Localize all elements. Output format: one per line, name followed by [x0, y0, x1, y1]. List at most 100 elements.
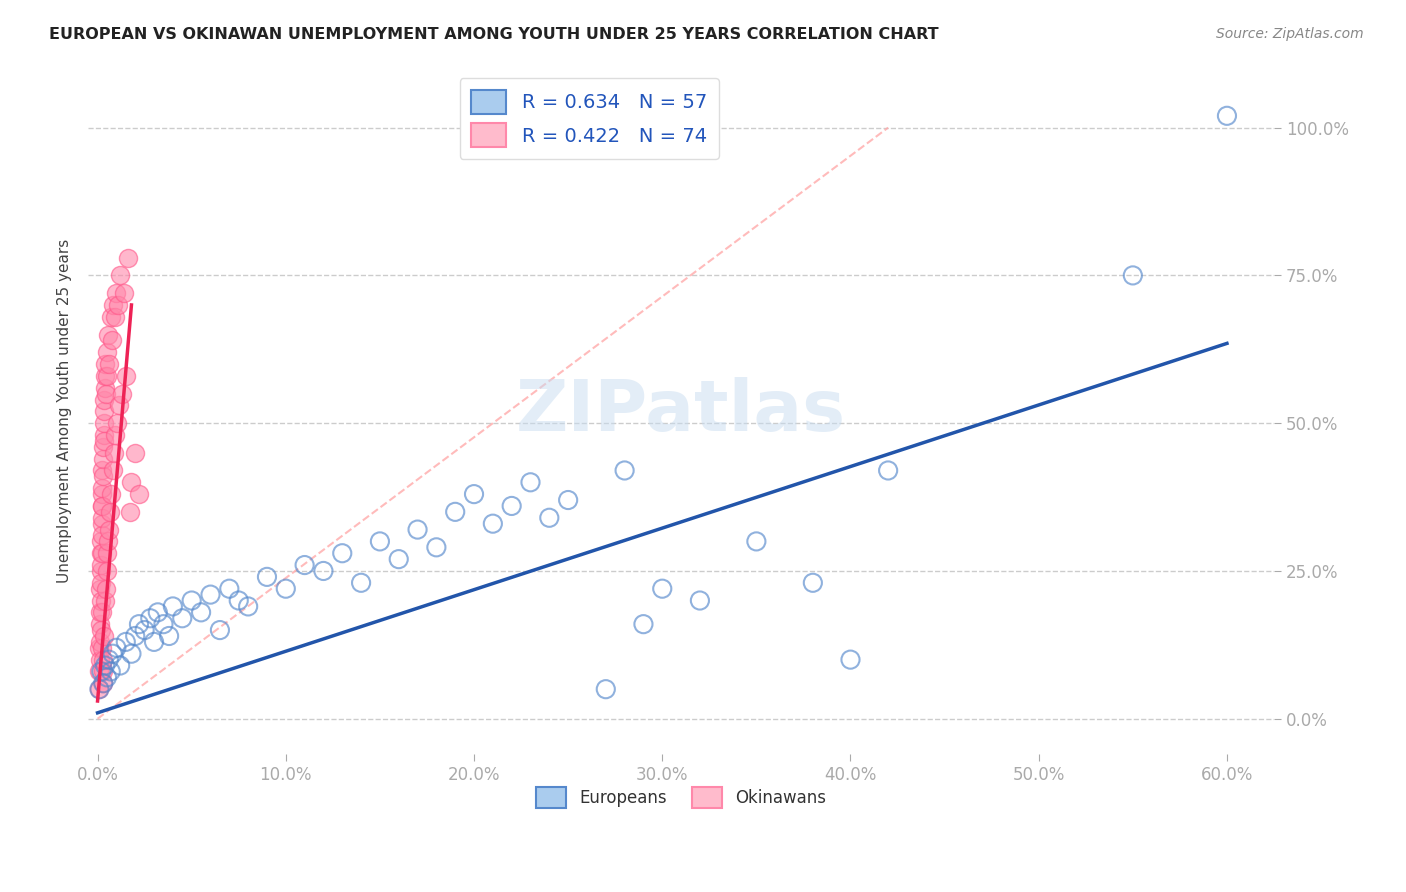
Point: [93, 381, 115, 395]
Point: [97, 523, 120, 537]
Point: [120, 475, 142, 490]
Point: [91, 440, 114, 454]
Point: [172, 611, 194, 625]
Point: [463, 487, 485, 501]
Point: [595, 682, 617, 697]
Legend: Europeans, Okinawans: Europeans, Okinawans: [529, 780, 832, 814]
Point: [108, 658, 131, 673]
Point: [157, 629, 180, 643]
Point: [256, 570, 278, 584]
Point: [1216, 109, 1239, 123]
Point: [90, 623, 112, 637]
Point: [208, 623, 231, 637]
Point: [180, 593, 202, 607]
Point: [94, 368, 117, 383]
Point: [519, 475, 541, 490]
Point: [93, 434, 115, 448]
Point: [114, 635, 136, 649]
Point: [613, 463, 636, 477]
Point: [1122, 268, 1144, 283]
Point: [96, 670, 118, 684]
Point: [103, 310, 125, 324]
Point: [93, 392, 115, 407]
Point: [90, 575, 112, 590]
Point: [139, 611, 162, 625]
Point: [108, 399, 131, 413]
Point: [96, 345, 118, 359]
Point: [124, 446, 146, 460]
Point: [90, 558, 112, 572]
Point: [330, 546, 353, 560]
Point: [87, 682, 110, 697]
Point: [90, 528, 112, 542]
Point: [839, 652, 862, 666]
Point: [200, 588, 222, 602]
Point: [93, 404, 115, 418]
Point: [162, 599, 184, 614]
Point: [97, 534, 120, 549]
Point: [651, 582, 673, 596]
Point: [90, 516, 112, 531]
Point: [236, 599, 259, 614]
Point: [107, 298, 129, 312]
Point: [218, 582, 240, 596]
Point: [97, 327, 120, 342]
Point: [368, 534, 391, 549]
Point: [90, 499, 112, 513]
Text: Source: ZipAtlas.com: Source: ZipAtlas.com: [1216, 27, 1364, 41]
Point: [388, 552, 411, 566]
Point: [101, 463, 124, 477]
Point: [120, 647, 142, 661]
Point: [101, 298, 124, 312]
Point: [689, 593, 711, 607]
Point: [105, 286, 128, 301]
Point: [100, 334, 122, 348]
Point: [444, 505, 467, 519]
Point: [90, 546, 112, 560]
Point: [96, 546, 118, 560]
Point: [90, 546, 112, 560]
Point: [633, 617, 655, 632]
Point: [350, 575, 373, 590]
Point: [91, 487, 114, 501]
Point: [93, 629, 115, 643]
Point: [89, 682, 111, 697]
Text: ZIPatlas: ZIPatlas: [516, 376, 846, 446]
Point: [128, 617, 150, 632]
Point: [91, 481, 114, 495]
Point: [91, 463, 114, 477]
Point: [94, 582, 117, 596]
Point: [89, 605, 111, 619]
Point: [97, 652, 120, 666]
Point: [294, 558, 316, 572]
Text: EUROPEAN VS OKINAWAN UNEMPLOYMENT AMONG YOUTH UNDER 25 YEARS CORRELATION CHART: EUROPEAN VS OKINAWAN UNEMPLOYMENT AMONG …: [49, 27, 939, 42]
Point: [105, 416, 128, 430]
Point: [118, 505, 141, 519]
Y-axis label: Unemployment Among Youth under 25 years: Unemployment Among Youth under 25 years: [58, 239, 72, 583]
Point: [91, 469, 114, 483]
Point: [91, 676, 114, 690]
Point: [94, 593, 117, 607]
Point: [91, 451, 114, 466]
Point: [152, 617, 174, 632]
Point: [96, 564, 118, 578]
Point: [228, 593, 250, 607]
Point: [538, 510, 561, 524]
Point: [801, 575, 824, 590]
Point: [501, 499, 523, 513]
Point: [482, 516, 505, 531]
Point: [98, 357, 121, 371]
Point: [94, 658, 117, 673]
Point: [89, 665, 111, 679]
Point: [108, 268, 131, 283]
Point: [877, 463, 900, 477]
Point: [91, 676, 114, 690]
Point: [93, 416, 115, 430]
Point: [425, 541, 447, 555]
Point: [96, 368, 118, 383]
Point: [557, 493, 579, 508]
Point: [91, 665, 114, 679]
Point: [90, 593, 112, 607]
Point: [89, 617, 111, 632]
Point: [89, 652, 111, 666]
